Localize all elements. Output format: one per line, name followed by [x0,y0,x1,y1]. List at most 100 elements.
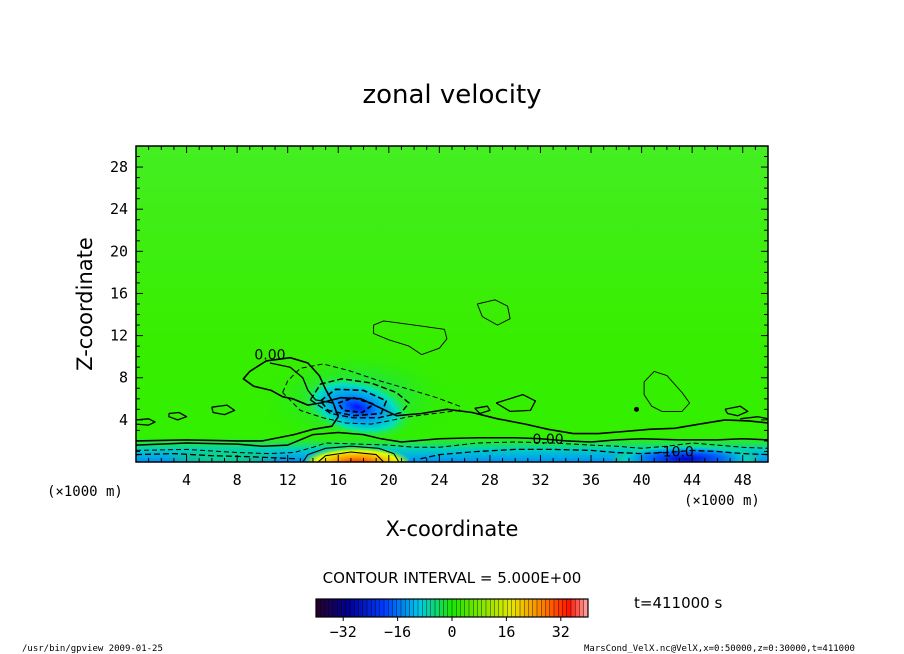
colorbar-swatch [409,599,415,617]
colorbar-swatch [571,599,576,617]
contour-neg20 [337,396,375,414]
colorbar-swatch [392,599,398,617]
colorbar-swatch [371,599,376,617]
colorbar-swatch [426,599,432,617]
contour-label: 0.00 [532,432,563,448]
contour-neg5-outer [282,363,461,425]
contour-low-0 [136,431,768,447]
contour-neg10 [309,378,410,419]
colorbar-swatch [545,599,551,617]
colorbar-swatch [511,599,517,617]
y-axis: 4 8 12 16 20 24 28 [110,145,768,463]
colorbar-swatch [486,599,491,617]
contour-label: -10.0 [658,444,694,460]
colorbar-swatch [554,599,559,617]
colorbar-swatch [490,599,495,617]
colorbar-swatch [337,599,342,617]
contour-pos-outer [302,445,400,462]
x-tick-label: 12 [279,471,297,489]
y-tick-label: 20 [110,242,128,260]
negative-core-shade [300,374,414,440]
contour-labels: 0.00 0.00 -10.0 [254,348,693,461]
colorbar-swatch [316,599,321,617]
colorbar-swatch [384,599,389,617]
x-axis: 4 8 12 16 20 24 28 32 36 40 44 48 [135,146,769,489]
x-tick-label: 16 [329,471,347,489]
y-tick-label: 8 [119,369,128,387]
x-tick-label: 28 [481,471,499,489]
y-tick-label: 12 [110,327,128,345]
contour-low-neg10-east [420,448,768,460]
colorbar-swatch [494,599,500,617]
colorbar-swatch [320,599,325,617]
y-axis-label: Z-coordinate [73,237,97,371]
colorbar-tick-label: 0 [447,623,456,641]
colorbar-swatch [341,599,347,617]
contour-dot [634,406,640,412]
y-tick-label: 16 [110,284,128,302]
y-tick-label: 4 [119,411,128,429]
colorbar-swatch [575,599,580,617]
contour-upper-lobe [373,320,448,356]
colorbar-swatch [401,599,406,617]
colorbar-swatch [418,599,423,617]
colorbar-swatch [520,599,525,617]
colorbar-swatch [549,599,555,617]
colorbar-swatch [579,599,585,617]
contour-east-blob2 [740,416,768,420]
colorbar-swatch [362,599,368,617]
y-tick-label: 24 [110,200,128,218]
colorbar-swatch [367,599,372,617]
contour-mid-blob1 [495,393,537,413]
x-tick-label: 4 [182,471,191,489]
contour-east-blob1 [724,405,749,417]
colorbar-swatch [324,599,330,617]
colorbar-swatch [375,599,381,617]
plot-area [136,146,768,462]
east-negative-shade [610,444,761,462]
contour-upper-lobe2 [476,299,511,326]
colorbar: −32 −16 0 16 32 [315,598,589,641]
colorbar-swatch [333,599,338,617]
colorbar-swatch [481,599,487,617]
colorbar-swatch [379,599,385,617]
colorbar-swatch [350,599,355,617]
time-label: t=411000 s [634,594,722,612]
x-axis-label: X-coordinate [386,517,519,541]
colorbar-swatch [388,599,393,617]
y-tick-label: 28 [110,158,128,176]
colorbar-swatch [515,599,521,617]
contour-zero-inner [269,362,334,404]
colorbar-swatch [358,599,364,617]
contour-zero-main [136,356,768,442]
colorbar-swatch [583,599,589,617]
colorbar-swatch [562,599,568,617]
colorbar-swatch [447,599,453,617]
colorbar-swatch [435,599,440,617]
colorbar-swatch [532,599,538,617]
colorbar-swatch [528,599,534,617]
colorbar-swatch [464,599,470,617]
colorbar-swatch [507,599,512,617]
colorbar-tick-label: 16 [497,623,515,641]
colorbar-tick-label: 32 [552,623,570,641]
colorbar-swatch [469,599,474,617]
colorbar-swatch [396,599,402,617]
chart-title: zonal velocity [362,80,541,110]
colorbar-swatch [537,599,542,617]
contour-west-blob2 [168,411,188,421]
x-tick-label: 32 [531,471,549,489]
west-negative-shade [164,447,285,462]
positive-core-shade [305,441,410,462]
colorbar-swatch [456,599,461,617]
contour-label: 0.00 [254,348,285,364]
contour-lines [136,299,768,462]
colorbar-swatch [566,599,572,617]
colorbar-swatch [558,599,563,617]
colorbar-swatch [452,599,457,617]
contour-interval: CONTOUR INTERVAL = 5.000E+00 [323,569,582,587]
colorbar-swatch [430,599,436,617]
colorbar-swatch [439,599,444,617]
colorbar-tick-label: −16 [384,623,411,641]
